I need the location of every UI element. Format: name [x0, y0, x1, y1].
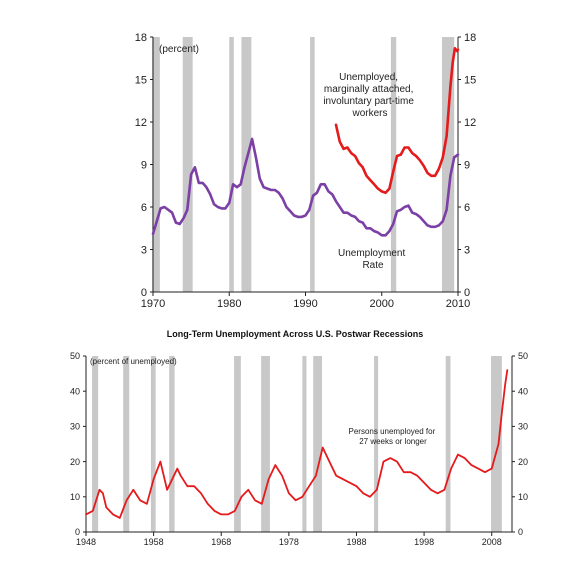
y-tick-label: 50: [518, 351, 528, 361]
series-label-line: Rate: [362, 260, 384, 271]
y-tick-label: 3: [464, 244, 470, 256]
series-label-line: Unemployed,: [339, 72, 398, 83]
y-tick-label: 0: [141, 287, 147, 299]
x-tick-label: 1998: [414, 537, 434, 547]
y-tick-label: 10: [70, 492, 80, 502]
y-tick-label: 40: [518, 386, 528, 396]
chart-title: Long-Term Unemployment Across U.S. Postw…: [167, 329, 424, 339]
x-tick-labels: 1948 1958 1968 1978 1988 1998 2008: [76, 532, 502, 547]
y-tick-label: 40: [70, 386, 80, 396]
y-tick-label: 9: [141, 159, 147, 171]
x-tick-label: 2008: [482, 537, 502, 547]
recession-band: [92, 356, 99, 532]
series-label-broad-unemployment: Unemployed, marginally attached, involun…: [323, 72, 416, 119]
recession-band: [261, 356, 270, 532]
recession-shading: [152, 37, 455, 292]
recession-band: [310, 37, 315, 292]
series-lines: [151, 47, 460, 237]
y-tick-label: 3: [141, 244, 147, 256]
units-note: (percent of unemployed): [90, 357, 177, 366]
series-label-unemployment-rate: Unemployment Rate: [338, 248, 408, 271]
y-tick-label: 30: [70, 422, 80, 432]
recession-shading: [92, 356, 502, 532]
series-label-line: marginally attached,: [324, 84, 414, 95]
x-tick-label: 1980: [217, 298, 241, 310]
recession-band: [390, 37, 397, 292]
series-lines: [85, 369, 509, 519]
series-line-1: [85, 369, 509, 519]
right-y-tick-labels: 0 10 20 30 40 50: [512, 351, 528, 537]
series-label-line: Persons unemployed for: [349, 427, 436, 436]
left-y-tick-labels: 0 3 6 9 12 15 18: [135, 32, 153, 299]
y-tick-label: 12: [135, 117, 147, 129]
series-label-line: Unemployment: [338, 248, 405, 259]
series-line-2: [151, 137, 460, 237]
y-tick-label: 6: [141, 202, 147, 214]
y-tick-label: 9: [464, 159, 470, 171]
y-tick-label: 15: [464, 74, 476, 86]
x-tick-label: 1988: [346, 537, 366, 547]
recession-band: [229, 37, 234, 292]
chart-long-term-unemployment: 0 10 20 30 40 50 0 10 20 30 40 50 1948 1958 1968 1978…: [70, 351, 528, 547]
x-tick-label: 1958: [144, 537, 164, 547]
x-tick-label: 1990: [293, 298, 317, 310]
y-tick-label: 20: [70, 457, 80, 467]
recession-band: [491, 356, 502, 532]
recession-band: [441, 37, 455, 292]
x-tick-label: 2010: [446, 298, 470, 310]
y-tick-label: 0: [75, 527, 80, 537]
y-tick-label: 12: [464, 117, 476, 129]
y-tick-label: 0: [518, 527, 523, 537]
y-tick-label: 30: [518, 422, 528, 432]
recession-band: [152, 37, 160, 292]
series-line-1: [334, 47, 460, 195]
recession-band: [150, 356, 156, 532]
x-tick-label: 2000: [370, 298, 394, 310]
y-tick-label: 0: [464, 287, 470, 299]
y-tick-label: 15: [135, 74, 147, 86]
y-tick-label: 50: [70, 351, 80, 361]
recession-band: [374, 356, 379, 532]
recession-band: [445, 356, 451, 532]
right-y-tick-labels: 0 3 6 9 12 15 18: [458, 32, 476, 299]
series-label-line: involuntary part-time: [323, 96, 414, 107]
recession-band: [313, 356, 322, 532]
x-tick-label: 1948: [76, 537, 96, 547]
recession-band: [169, 356, 175, 532]
y-tick-label: 10: [518, 492, 528, 502]
recession-band: [302, 356, 307, 532]
series-label-line: 27 weeks or longer: [359, 437, 427, 446]
y-tick-label: 20: [518, 457, 528, 467]
x-tick-label: 1978: [279, 537, 299, 547]
x-tick-label: 1970: [141, 298, 165, 310]
recession-band: [234, 356, 241, 532]
chart-unemployment-rates: 0 3 6 9 12 15 18 0 3 6 9 12 15 18 1970 1980 1990 2000 20…: [135, 32, 477, 310]
y-tick-label: 6: [464, 202, 470, 214]
series-label-long-term-unemployed: Persons unemployed for 27 weeks or longe…: [349, 427, 438, 446]
y-tick-label: 18: [464, 32, 476, 44]
units-note: (percent): [159, 44, 199, 55]
y-tick-label: 18: [135, 32, 147, 44]
x-tick-labels: 1970 1980 1990 2000 2010: [141, 292, 470, 310]
series-label-line: workers: [351, 108, 387, 119]
left-y-tick-labels: 0 10 20 30 40 50: [70, 351, 86, 537]
recession-band: [123, 356, 130, 532]
x-tick-label: 1968: [211, 537, 231, 547]
recession-band: [182, 37, 193, 292]
